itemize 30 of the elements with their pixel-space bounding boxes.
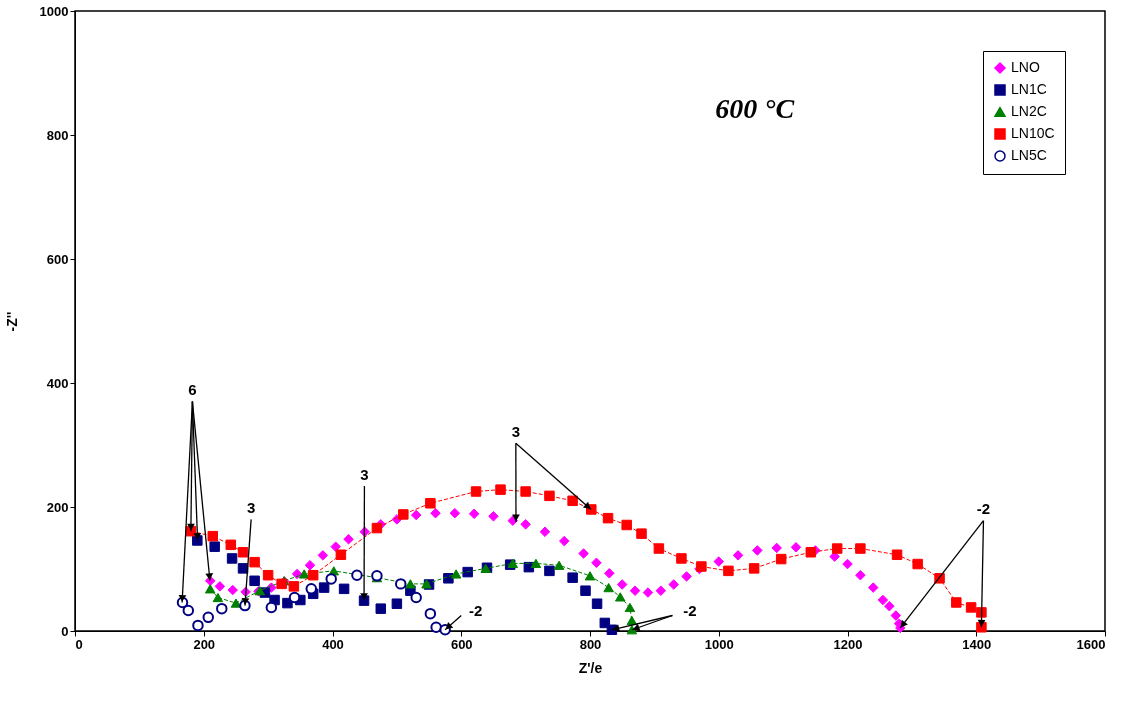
y-tick-label: 200: [46, 499, 69, 515]
legend-label: LN10C: [1011, 125, 1055, 141]
x-tick-label: 800: [579, 636, 602, 652]
annotation: -2: [683, 601, 697, 619]
x-tick-label: 1200: [833, 636, 863, 652]
x-tick-label: 600: [450, 636, 473, 652]
x-tick-label: 200: [193, 636, 216, 652]
annotation: 3: [511, 422, 521, 440]
legend-label: LNO: [1011, 59, 1040, 75]
x-tick-label: 1000: [704, 636, 734, 652]
annotation: -2: [469, 601, 483, 619]
y-tick-label: 800: [46, 127, 69, 143]
y-tick-label: 400: [46, 375, 69, 391]
legend-label: LN2C: [1011, 103, 1047, 119]
y-axis-title: -Z'': [3, 311, 20, 332]
y-tick-label: 600: [46, 251, 69, 267]
x-axis-title: Z'/e: [578, 659, 603, 676]
legend-label: LN1C: [1011, 81, 1047, 97]
y-tick-label: 1000: [39, 3, 69, 19]
x-tick-label: 1400: [962, 636, 992, 652]
annotation: -2: [976, 500, 991, 518]
x-tick-label: 400: [322, 636, 344, 652]
annotation: 3: [246, 499, 256, 517]
y-tick-label: 0: [61, 623, 69, 639]
x-tick-label: 0: [75, 636, 83, 652]
annotation: 3: [360, 465, 369, 483]
legend-label: LN5C: [1011, 147, 1047, 163]
annotation: 6: [188, 381, 197, 399]
annotation: 600 °C: [715, 93, 795, 125]
x-tick-label: 1600: [1076, 636, 1106, 652]
